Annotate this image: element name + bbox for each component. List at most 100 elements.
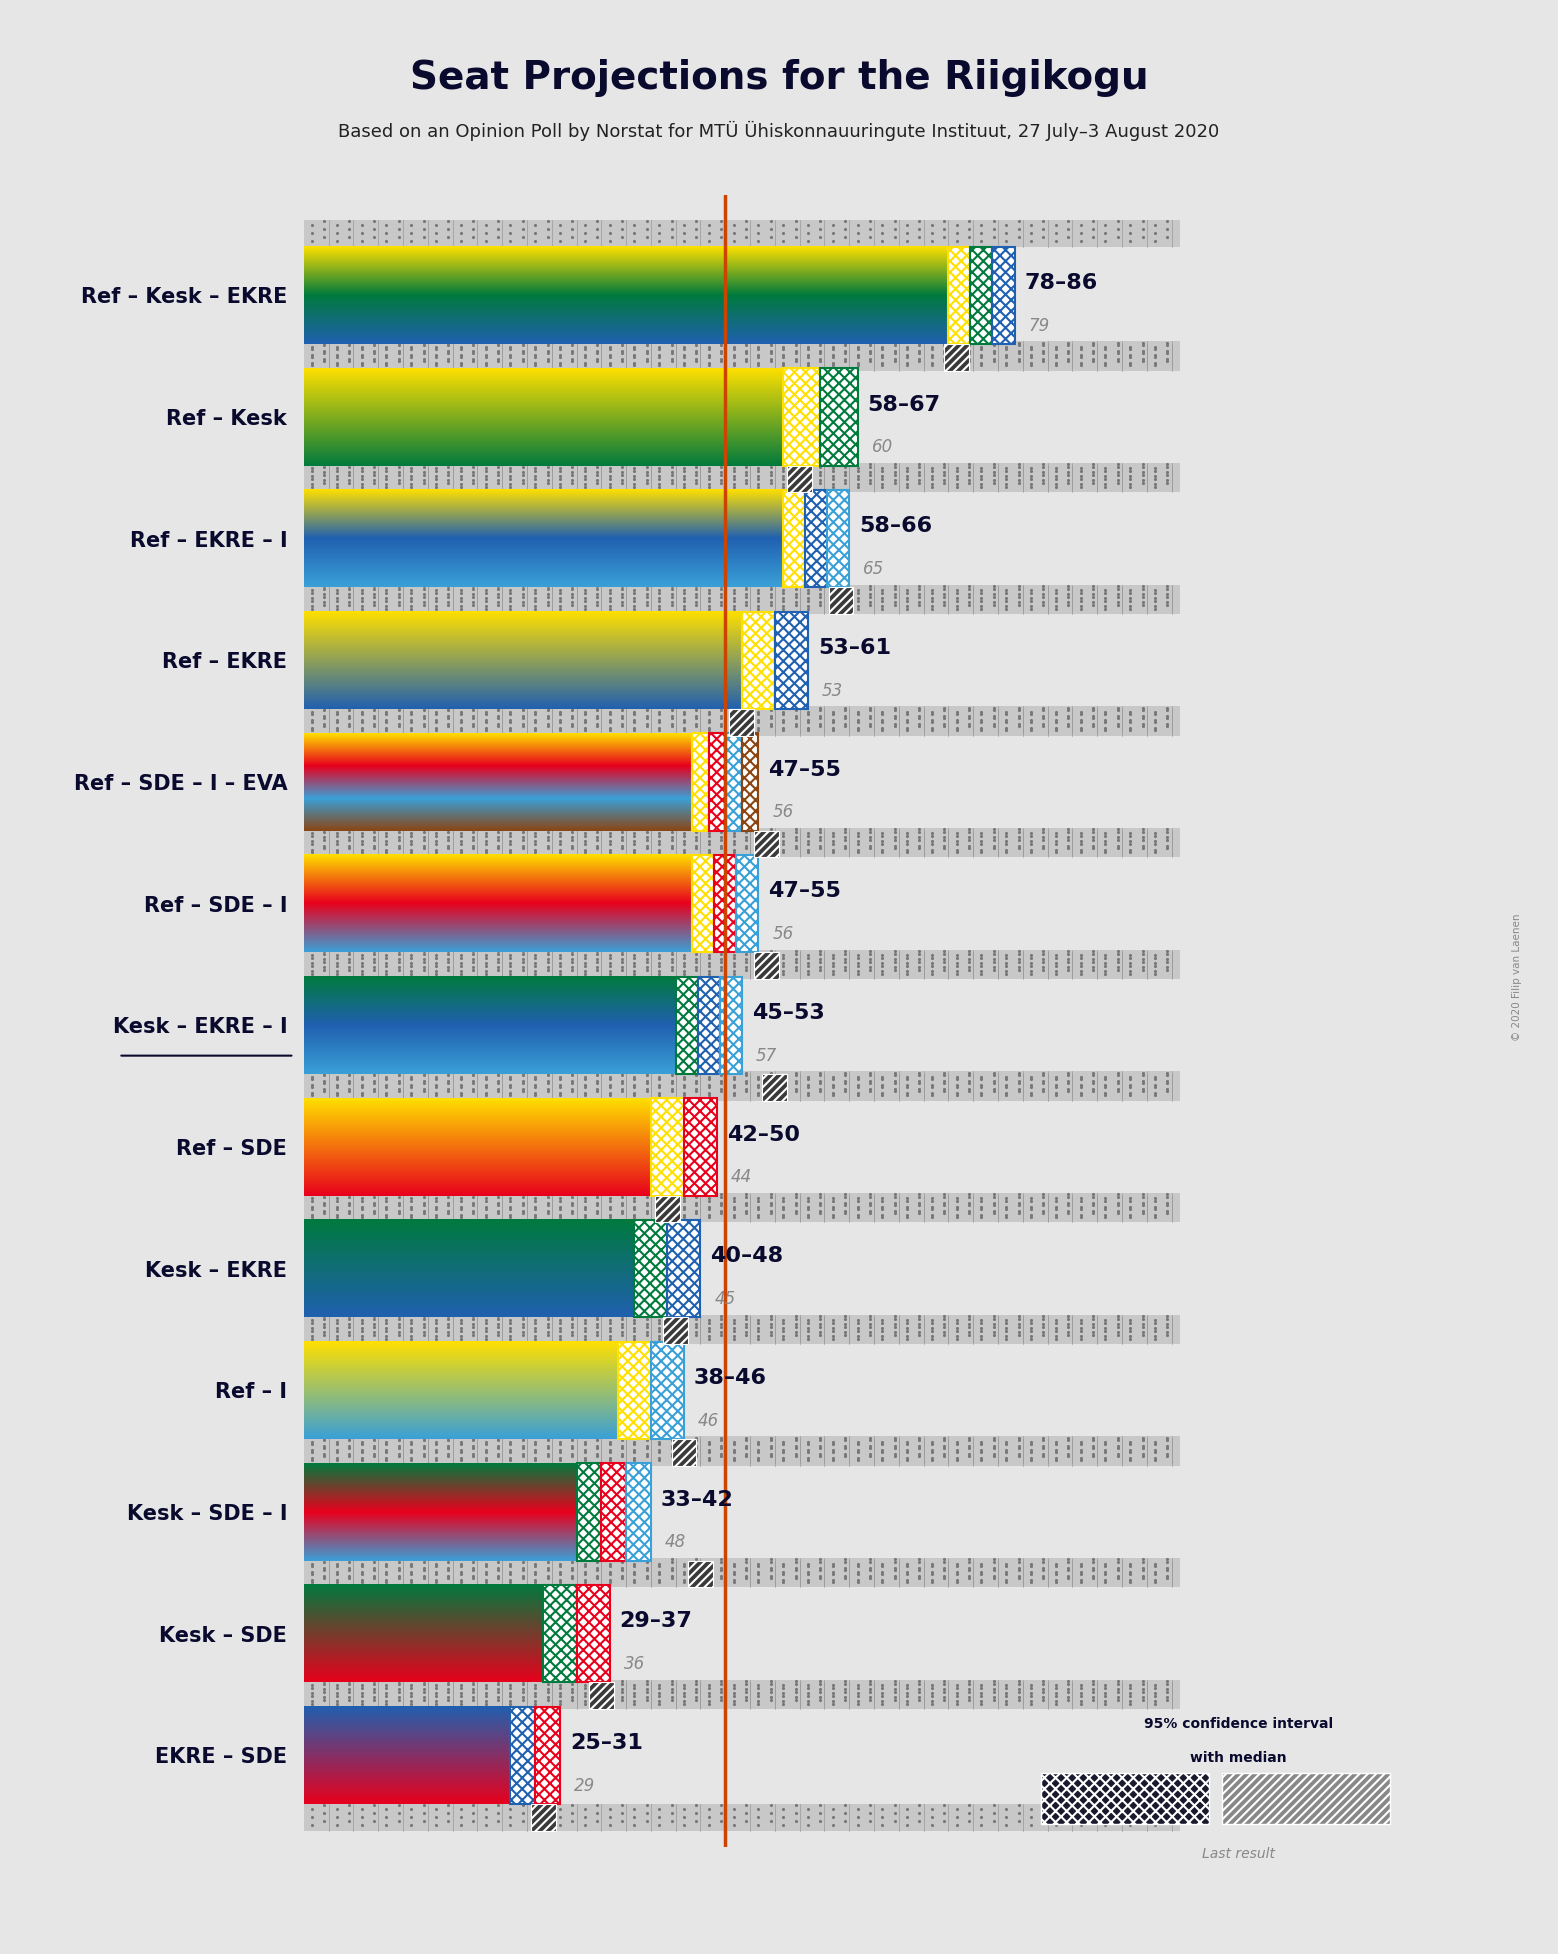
Bar xyxy=(754,952,779,979)
Bar xyxy=(676,977,698,1075)
Bar xyxy=(949,246,971,344)
Text: 56: 56 xyxy=(773,924,793,944)
Text: 33–42: 33–42 xyxy=(661,1489,734,1510)
Bar xyxy=(1221,1772,1390,1825)
Text: 60: 60 xyxy=(871,438,893,457)
Bar xyxy=(304,1680,1179,1706)
Bar xyxy=(827,490,849,588)
Bar xyxy=(754,830,779,858)
Bar xyxy=(664,1317,689,1344)
Text: 44: 44 xyxy=(731,1168,753,1186)
Bar xyxy=(992,246,1014,344)
Text: 47–55: 47–55 xyxy=(768,760,841,780)
Bar xyxy=(671,1438,696,1466)
Bar xyxy=(944,344,969,371)
Bar xyxy=(754,952,779,979)
Bar xyxy=(304,584,1179,612)
Text: 56: 56 xyxy=(773,803,793,821)
Text: 29–37: 29–37 xyxy=(620,1612,692,1632)
Bar xyxy=(304,830,1179,858)
Bar xyxy=(536,1706,559,1804)
Bar xyxy=(304,950,1179,977)
Bar xyxy=(531,1804,556,1831)
Bar xyxy=(784,490,805,588)
Bar xyxy=(304,1438,1179,1466)
Bar xyxy=(654,1196,679,1223)
Text: © 2020 Filip van Laenen: © 2020 Filip van Laenen xyxy=(1513,913,1522,1041)
Bar xyxy=(304,1436,1179,1464)
Bar xyxy=(304,465,1179,492)
Bar xyxy=(304,1075,1179,1100)
Bar xyxy=(304,1561,1179,1587)
Bar xyxy=(944,344,969,371)
Text: 58–66: 58–66 xyxy=(858,516,932,535)
Bar xyxy=(784,367,821,465)
Text: 95% confidence interval: 95% confidence interval xyxy=(1144,1718,1334,1731)
Text: 40–48: 40–48 xyxy=(710,1247,784,1266)
Bar xyxy=(692,856,714,952)
Bar xyxy=(651,1342,684,1438)
Bar xyxy=(787,465,812,492)
Bar xyxy=(619,1342,651,1438)
Bar xyxy=(1041,1772,1209,1825)
Bar xyxy=(304,1196,1179,1223)
Bar xyxy=(304,1317,1179,1344)
Text: 78–86: 78–86 xyxy=(1025,274,1098,293)
Bar xyxy=(654,1196,679,1223)
Bar xyxy=(829,588,854,614)
Bar xyxy=(667,1219,701,1317)
Bar xyxy=(304,1682,1179,1710)
Text: Last result: Last result xyxy=(1203,1847,1274,1860)
Text: 79: 79 xyxy=(1028,317,1050,334)
Bar xyxy=(304,1557,1179,1585)
Text: 53: 53 xyxy=(823,682,843,700)
Text: 42–50: 42–50 xyxy=(728,1126,799,1145)
Bar xyxy=(742,612,774,709)
Text: with median: with median xyxy=(1190,1751,1287,1764)
Bar xyxy=(720,977,742,1075)
Text: 29: 29 xyxy=(573,1776,595,1794)
Bar xyxy=(576,1464,601,1561)
Text: 38–46: 38–46 xyxy=(693,1368,767,1387)
Bar xyxy=(689,1561,714,1587)
Bar xyxy=(821,367,857,465)
Bar xyxy=(304,1804,1179,1831)
Bar xyxy=(729,709,754,735)
Bar xyxy=(787,465,812,492)
Bar xyxy=(689,1561,714,1587)
Bar xyxy=(304,463,1179,490)
Bar xyxy=(304,588,1179,614)
Bar xyxy=(304,344,1179,371)
Text: Based on an Opinion Poll by Norstat for MTÜ Ühiskonnauuringute Instituut, 27 Jul: Based on an Opinion Poll by Norstat for … xyxy=(338,121,1220,141)
Bar xyxy=(531,1804,556,1831)
Text: 25–31: 25–31 xyxy=(570,1733,643,1753)
Bar xyxy=(626,1464,651,1561)
Text: 58–67: 58–67 xyxy=(868,395,941,414)
Bar xyxy=(714,856,737,952)
Bar xyxy=(589,1682,614,1710)
Bar xyxy=(589,1682,614,1710)
Bar xyxy=(304,1071,1179,1098)
Bar xyxy=(742,733,759,830)
Text: 45–53: 45–53 xyxy=(751,1002,824,1024)
Bar xyxy=(304,342,1179,367)
Bar xyxy=(634,1219,667,1317)
Bar xyxy=(576,1585,609,1682)
Bar xyxy=(729,709,754,735)
Text: 46: 46 xyxy=(698,1411,720,1430)
Text: 65: 65 xyxy=(863,561,885,578)
Text: 45: 45 xyxy=(715,1290,735,1307)
Bar xyxy=(726,733,742,830)
Bar xyxy=(304,219,1179,246)
Bar xyxy=(762,1075,787,1100)
Bar xyxy=(304,707,1179,733)
Bar xyxy=(511,1706,536,1804)
Bar xyxy=(304,709,1179,735)
Bar xyxy=(762,1075,787,1100)
Text: 47–55: 47–55 xyxy=(768,881,841,901)
Bar xyxy=(304,1194,1179,1219)
Bar xyxy=(709,733,726,830)
Bar xyxy=(737,856,759,952)
Text: 57: 57 xyxy=(756,1047,777,1065)
Text: 53–61: 53–61 xyxy=(818,639,891,658)
